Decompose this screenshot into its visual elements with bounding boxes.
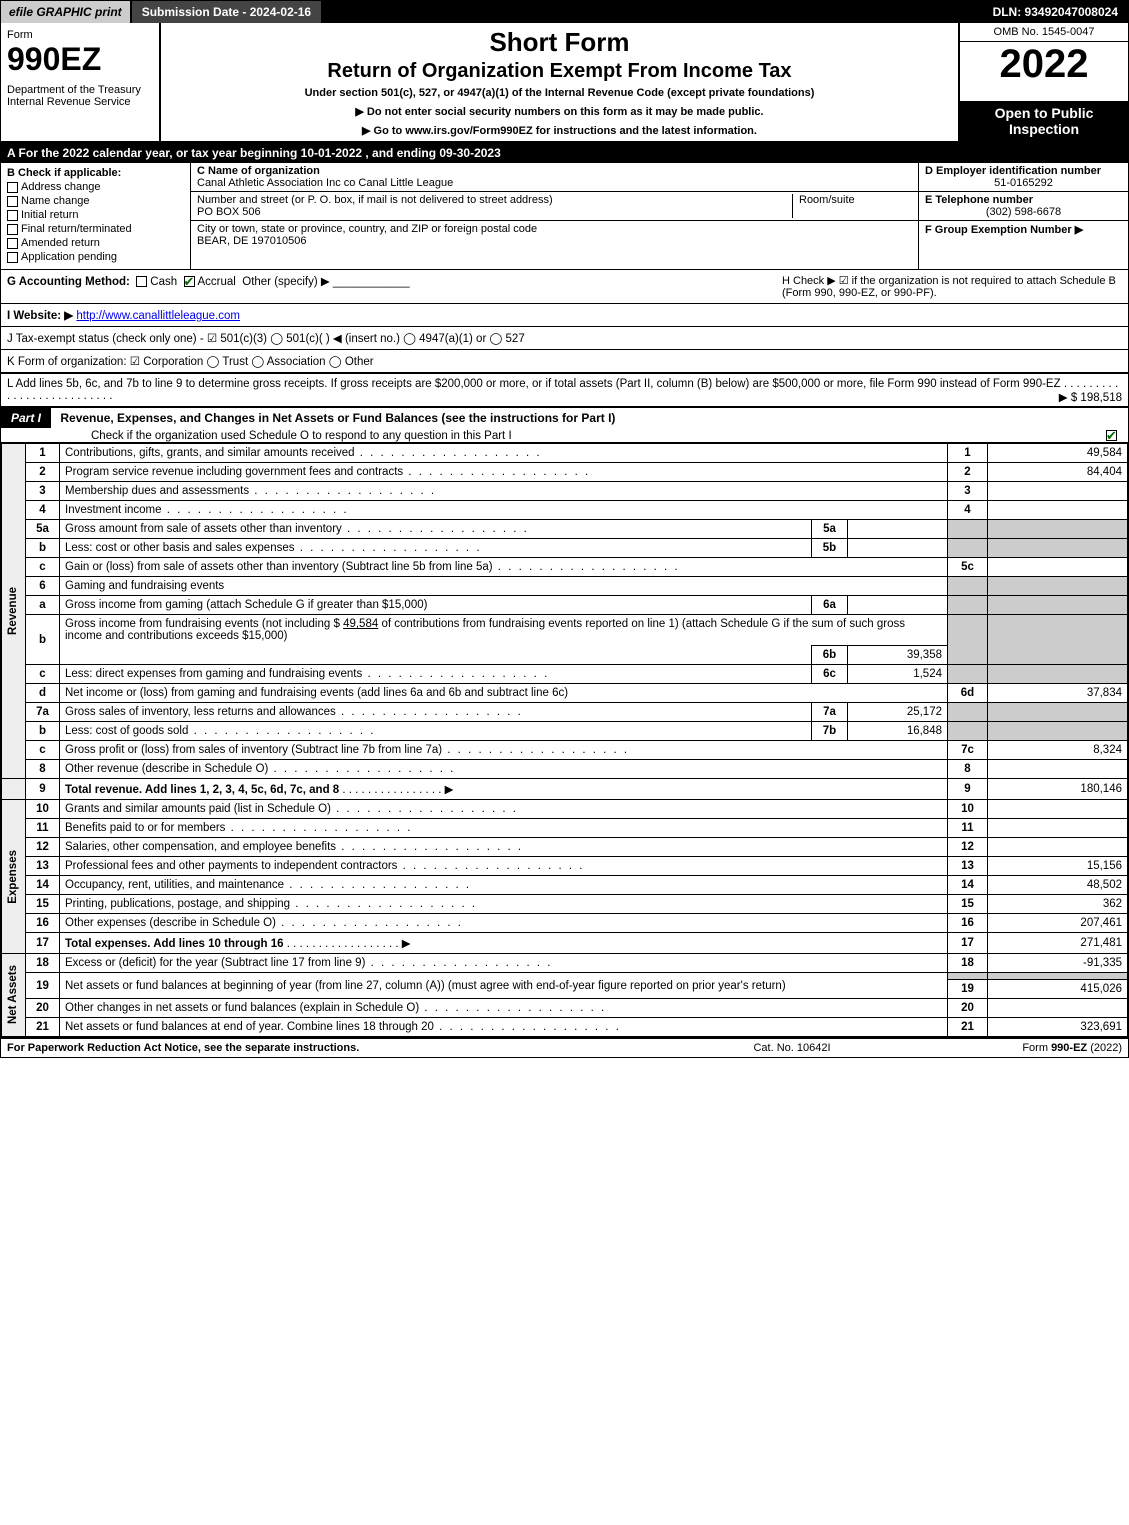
website-link[interactable]: http://www.canallittleleague.com bbox=[76, 310, 240, 322]
open-inspection: Open to Public Inspection bbox=[960, 101, 1128, 141]
page-footer: For Paperwork Reduction Act Notice, see … bbox=[1, 1037, 1128, 1057]
form-number: 990EZ bbox=[7, 41, 153, 78]
ck-final[interactable]: Final return/terminated bbox=[7, 223, 184, 235]
tel-label: E Telephone number bbox=[925, 194, 1122, 206]
row-i: I Website: ▶ http://www.canallittleleagu… bbox=[1, 304, 1128, 327]
ck-address[interactable]: Address change bbox=[7, 181, 184, 193]
irs-label: Internal Revenue Service bbox=[7, 96, 153, 108]
row-j: J Tax-exempt status (check only one) - ☑… bbox=[1, 327, 1128, 350]
i-label: I Website: ▶ bbox=[7, 310, 73, 322]
section-bcdef: B Check if applicable: Address change Na… bbox=[1, 163, 1128, 270]
room-label: Room/suite bbox=[799, 194, 855, 206]
ck-initial[interactable]: Initial return bbox=[7, 209, 184, 221]
catalog-number: Cat. No. 10642I bbox=[662, 1042, 922, 1054]
part1-checkbox[interactable] bbox=[1106, 430, 1117, 441]
street-value: PO BOX 506 bbox=[197, 206, 261, 218]
ck-amended[interactable]: Amended return bbox=[7, 237, 184, 249]
part1-title: Revenue, Expenses, and Changes in Net As… bbox=[54, 408, 621, 428]
city-label: City or town, state or province, country… bbox=[197, 223, 537, 235]
l-amount: ▶ $ 198,518 bbox=[1059, 390, 1122, 404]
goto-link[interactable]: ▶ Go to www.irs.gov/Form990EZ for instru… bbox=[167, 124, 952, 137]
ck-pending[interactable]: Application pending bbox=[7, 251, 184, 263]
city-value: BEAR, DE 197010506 bbox=[197, 235, 306, 247]
g-cash[interactable]: Cash bbox=[150, 276, 177, 288]
tax-year: 2022 bbox=[960, 42, 1128, 101]
form-label: Form bbox=[7, 29, 153, 41]
part1-label: Part I bbox=[1, 408, 51, 428]
efile-print-button[interactable]: efile GRAPHIC print bbox=[1, 1, 132, 23]
omb-number: OMB No. 1545-0047 bbox=[960, 23, 1128, 42]
c-name-label: C Name of organization bbox=[197, 165, 320, 177]
form-footer-id: Form 990-EZ (2022) bbox=[922, 1042, 1122, 1054]
ck-name[interactable]: Name change bbox=[7, 195, 184, 207]
dept-label: Department of the Treasury bbox=[7, 84, 153, 96]
row-l: L Add lines 5b, 6c, and 7b to line 9 to … bbox=[1, 374, 1128, 406]
g-label: G Accounting Method: bbox=[7, 276, 130, 288]
return-title: Return of Organization Exempt From Incom… bbox=[167, 60, 952, 83]
submission-date: Submission Date - 2024-02-16 bbox=[132, 1, 323, 23]
ein-label: D Employer identification number bbox=[925, 165, 1122, 177]
ein-value: 51-0165292 bbox=[925, 177, 1122, 189]
paperwork-notice: For Paperwork Reduction Act Notice, see … bbox=[7, 1042, 662, 1054]
part1-table: Revenue 1Contributions, gifts, grants, a… bbox=[1, 443, 1128, 1037]
side-revenue: Revenue bbox=[7, 587, 19, 635]
dln-label: DLN: 93492047008024 bbox=[983, 1, 1128, 23]
group-label: F Group Exemption Number ▶ bbox=[925, 223, 1122, 236]
short-form-title: Short Form bbox=[167, 27, 952, 58]
h-text: H Check ▶ ☑ if the organization is not r… bbox=[782, 274, 1122, 299]
part1-check: Check if the organization used Schedule … bbox=[1, 430, 512, 442]
part1-header: Part I Revenue, Expenses, and Changes in… bbox=[1, 406, 1128, 443]
row-g-h: G Accounting Method: Cash Accrual Other … bbox=[1, 270, 1128, 304]
top-bar: efile GRAPHIC print Submission Date - 20… bbox=[1, 1, 1128, 23]
section-a: A For the 2022 calendar year, or tax yea… bbox=[1, 143, 1128, 163]
form-header: Form 990EZ Department of the Treasury In… bbox=[1, 23, 1128, 143]
under-section: Under section 501(c), 527, or 4947(a)(1)… bbox=[167, 87, 952, 99]
ssn-warning: ▶ Do not enter social security numbers o… bbox=[167, 105, 952, 118]
org-name: Canal Athletic Association Inc co Canal … bbox=[197, 177, 453, 189]
tel-value: (302) 598-6678 bbox=[925, 206, 1122, 218]
g-accrual[interactable]: Accrual bbox=[198, 276, 236, 288]
row-k: K Form of organization: ☑ Corporation ◯ … bbox=[1, 350, 1128, 374]
b-title: B Check if applicable: bbox=[7, 167, 184, 179]
side-netassets: Net Assets bbox=[7, 965, 19, 1024]
side-expenses: Expenses bbox=[7, 850, 19, 904]
street-label: Number and street (or P. O. box, if mail… bbox=[197, 194, 553, 206]
g-other[interactable]: Other (specify) ▶ bbox=[242, 276, 329, 288]
